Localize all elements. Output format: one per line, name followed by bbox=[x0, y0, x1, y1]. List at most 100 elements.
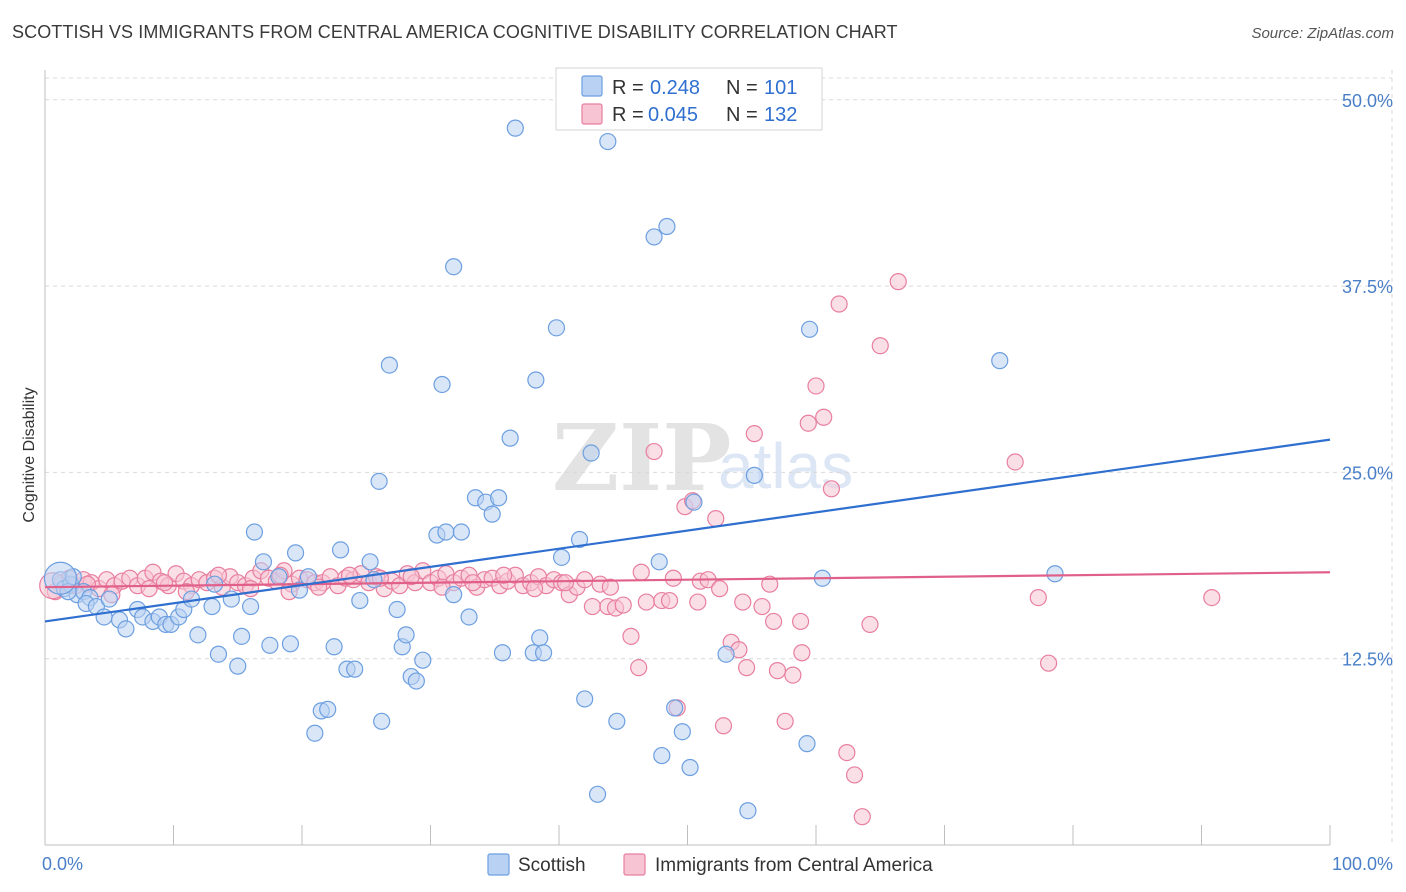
scottish-point-56 bbox=[407, 672, 425, 690]
scottish-point-70 bbox=[501, 429, 519, 447]
tick-labels: 12.5% 25.0% 37.5% 50.0% 0.0% 100.0% bbox=[42, 91, 1393, 874]
immigrants-point-138 bbox=[155, 574, 174, 592]
immigrants-point-99 bbox=[807, 377, 825, 395]
scottish-point-67 bbox=[483, 505, 501, 523]
scottish-point-98 bbox=[991, 352, 1009, 370]
immigrants-point-128 bbox=[601, 578, 620, 596]
scottish-point-43 bbox=[331, 541, 350, 559]
scottish-point-92 bbox=[681, 758, 699, 777]
scottish-point-29 bbox=[233, 627, 251, 645]
immigrants-point-98 bbox=[799, 414, 817, 432]
legend-n-label-scottish: N = bbox=[726, 77, 758, 99]
scottish-point-83 bbox=[608, 712, 626, 730]
series-immigrants-points bbox=[39, 273, 1221, 826]
legend-r-value-scottish: 0.248 bbox=[650, 77, 700, 99]
immigrants-point-77 bbox=[637, 593, 655, 611]
scottish-point-62 bbox=[445, 258, 463, 276]
scottish-point-59 bbox=[433, 375, 451, 394]
immigrants-point-114 bbox=[140, 580, 158, 598]
immigrants-point-102 bbox=[830, 295, 848, 313]
scottish-point-73 bbox=[531, 629, 549, 647]
scottish-point-63 bbox=[452, 523, 470, 541]
immigrants-point-91 bbox=[745, 425, 763, 443]
scottish-point-88 bbox=[658, 217, 676, 236]
immigrants-point-131 bbox=[689, 593, 707, 611]
scottish-point-46 bbox=[351, 591, 369, 610]
immigrants-point-69 bbox=[576, 571, 594, 589]
immigrants-point-105 bbox=[853, 808, 871, 826]
scottish-point-77 bbox=[552, 548, 571, 566]
immigrants-point-95 bbox=[776, 712, 794, 730]
bottom-legend-swatch-immigrants bbox=[623, 853, 646, 876]
immigrants-point-133 bbox=[734, 593, 752, 611]
axes bbox=[44, 70, 1331, 846]
scottish-point-42 bbox=[325, 638, 343, 656]
immigrants-point-130 bbox=[664, 569, 682, 587]
legend-swatch-scottish bbox=[581, 75, 603, 97]
x-tick-label-1: 100.0% bbox=[1332, 854, 1393, 874]
scottish-point-54 bbox=[397, 626, 415, 644]
immigrants-point-104 bbox=[845, 766, 864, 784]
immigrants-point-74 bbox=[614, 596, 632, 614]
immigrants-point-132 bbox=[711, 580, 729, 598]
immigrants-point-92 bbox=[753, 597, 771, 616]
scottish-point-36 bbox=[286, 544, 305, 562]
legend-swatch-immigrants bbox=[581, 103, 603, 125]
scottish-point-30 bbox=[242, 597, 260, 616]
scottish-point-69 bbox=[493, 644, 512, 662]
scottish-point-49 bbox=[370, 472, 388, 490]
bottom-legend-swatch-scottish bbox=[487, 853, 510, 876]
immigrants-point-129 bbox=[632, 563, 650, 581]
scottish-point-87 bbox=[653, 746, 671, 765]
scottish-point-71 bbox=[506, 119, 524, 137]
immigrants-point-70 bbox=[583, 597, 602, 616]
scottish-point-24 bbox=[203, 597, 221, 616]
legend-r-value-immigrants: 0.045 bbox=[648, 104, 698, 126]
immigrants-point-110 bbox=[1029, 588, 1047, 607]
scottish-point-90 bbox=[673, 723, 691, 741]
immigrants-point-90 bbox=[738, 659, 756, 677]
legend-bottom: Scottish Immigrants from Central America bbox=[487, 853, 933, 876]
scottish-point-50 bbox=[373, 712, 391, 730]
y-tick-label-0: 12.5% bbox=[1342, 650, 1393, 670]
scottish-point-10 bbox=[100, 590, 118, 608]
immigrants-point-107 bbox=[871, 337, 889, 355]
scottish-point-31 bbox=[245, 523, 264, 541]
immigrants-point-101 bbox=[822, 480, 841, 498]
scottish-point-35 bbox=[281, 635, 300, 653]
immigrants-point-76 bbox=[630, 659, 648, 677]
immigrants-point-111 bbox=[1039, 654, 1058, 672]
legend-top: R = 0.248 N = 101 R = 0.045 N = 132 bbox=[555, 67, 823, 131]
scottish-point-64 bbox=[460, 608, 478, 626]
immigrants-point-127 bbox=[556, 574, 575, 592]
scottish-cluster-point bbox=[43, 561, 78, 595]
legend-r-label-immigrants: R = bbox=[612, 104, 644, 126]
immigrants-point-97 bbox=[791, 612, 810, 631]
legend-r-label-scottish: R = bbox=[612, 77, 644, 99]
immigrants-point-94 bbox=[768, 662, 787, 680]
scottish-point-86 bbox=[650, 553, 668, 571]
scottish-point-76 bbox=[547, 319, 566, 337]
immigrants-point-120 bbox=[340, 566, 359, 584]
immigrants-point-80 bbox=[660, 591, 679, 610]
legend-n-label-immigrants: N = bbox=[726, 104, 758, 126]
scottish-point-61 bbox=[445, 586, 463, 604]
scottish-point-68 bbox=[490, 489, 508, 507]
immigrants-point-93 bbox=[761, 575, 779, 593]
scottish-point-23 bbox=[189, 626, 207, 644]
immigrants-point-135 bbox=[793, 644, 811, 662]
scottish-point-82 bbox=[599, 132, 617, 151]
scottish-point-47 bbox=[361, 553, 379, 571]
immigrants-point-134 bbox=[764, 612, 783, 631]
y-tick-label-2: 37.5% bbox=[1342, 277, 1393, 297]
scottish-point-75 bbox=[534, 644, 553, 662]
legend-n-value-scottish: 101 bbox=[764, 77, 797, 99]
x-tick-label-0: 0.0% bbox=[42, 854, 83, 874]
scottish-point-95 bbox=[745, 466, 763, 484]
scottish-point-51 bbox=[380, 356, 398, 374]
chart-title: SCOTTISH VS IMMIGRANTS FROM CENTRAL AMER… bbox=[12, 22, 898, 42]
scottish-point-89 bbox=[666, 699, 684, 717]
immigrants-point-108 bbox=[889, 273, 907, 291]
immigrants-point-106 bbox=[861, 615, 879, 634]
scottish-point-81 bbox=[588, 785, 607, 803]
